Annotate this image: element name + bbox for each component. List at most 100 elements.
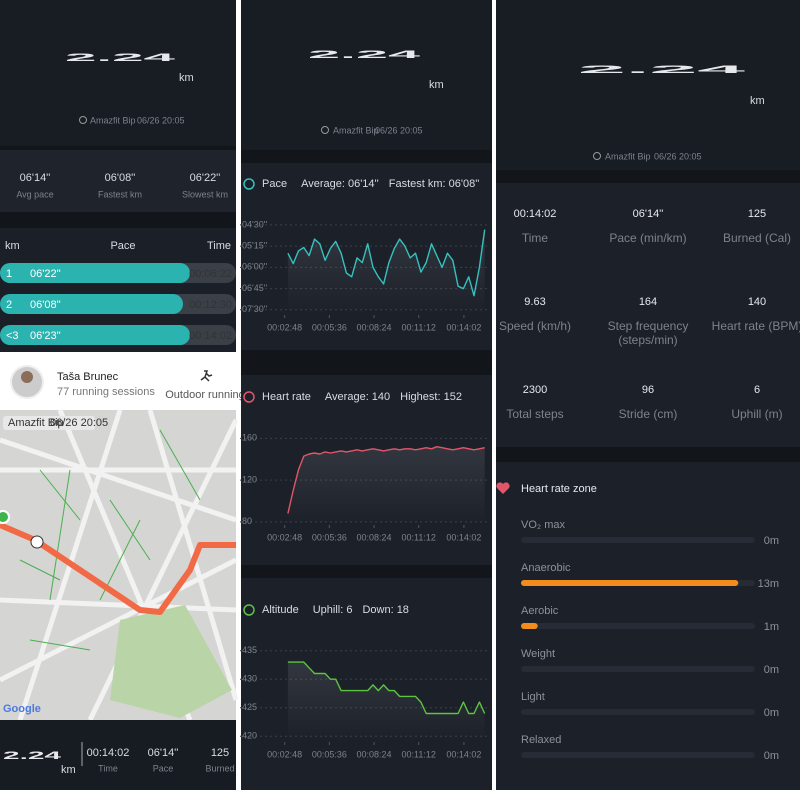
date: 06/26 20:05 (654, 151, 702, 161)
zone-name: Relaxed (521, 734, 561, 746)
chart-stat: Average: 06'14'' (301, 178, 379, 190)
split-cell: 00:14:02 (189, 330, 232, 342)
stat-label: Burned (Cal) (722, 231, 792, 245)
y-tick-label: 06'00'' (242, 262, 267, 272)
stat-label: Stride (cm) (618, 407, 678, 421)
header (0, 0, 236, 146)
data-line (287, 446, 485, 514)
stat-label: Step frequency (steps/min) (607, 319, 689, 347)
chart-stat: Fastest km: 06'08'' (389, 178, 480, 190)
chart-title: Heart rate (262, 391, 311, 403)
end-marker (30, 535, 44, 549)
zone-track (521, 666, 755, 672)
zone-value: 0m (764, 664, 779, 676)
heart-icon (496, 482, 510, 494)
split-cell: 2 (6, 299, 12, 311)
stat-value: 96 (642, 384, 654, 396)
map-credit: Google (3, 703, 41, 715)
split-cell: 00:12:30 (189, 299, 232, 311)
x-tick-label: 00:02:48 (267, 322, 302, 332)
x-tick-label: 00:05:36 (312, 322, 347, 332)
data-line (287, 661, 486, 715)
split-cell: 06'08'' (30, 299, 61, 311)
x-tick-label: 00:14:02 (446, 532, 481, 542)
split-cell: 06'22'' (30, 268, 61, 280)
mode: Outdoor running (165, 389, 245, 401)
column-header: Pace (110, 240, 135, 252)
stat-value: 00:14:02 (514, 208, 557, 220)
stat-value: 06'08'' (105, 172, 136, 184)
stat-label: Time (521, 231, 549, 245)
split-cell: 00:06:22 (189, 268, 232, 280)
y-tick-label: 05'15'' (242, 241, 267, 251)
pace-bar (0, 294, 183, 314)
x-tick-label: 00:11:12 (402, 749, 436, 759)
pace-bar (0, 263, 190, 283)
unit: km (750, 95, 765, 107)
zone-name: Light (521, 691, 545, 703)
device: Amazfit Bip (8, 417, 64, 429)
chart-icon (243, 604, 255, 616)
distance: 2.24 (3, 750, 63, 762)
avatar (21, 371, 33, 383)
date: 06/26 20:05 (375, 125, 423, 135)
date: 06/26 20:05 (50, 417, 108, 429)
stat-value: 06'22'' (190, 172, 221, 184)
device: Amazfit Bip (333, 125, 379, 135)
stat-label: Avg pace (16, 189, 53, 199)
paths (19, 429, 201, 651)
stat-label: Uphill (m) (731, 407, 783, 421)
header (241, 0, 492, 150)
footer (0, 720, 236, 790)
stat-label: Pace (min/km) (609, 231, 687, 245)
card (241, 578, 492, 790)
stat-label: Heart rate (BPM) (711, 319, 800, 333)
stat-label: Step frequency (steps/min) (607, 319, 689, 347)
x-tick-label: 00:11:12 (402, 532, 436, 542)
sessions: 77 running sessions (57, 386, 155, 398)
stat-label: Total steps (506, 407, 564, 421)
distance: 2.24 (578, 64, 752, 76)
map: Amazfit Bip 06/26 20:05 Google (0, 409, 239, 722)
runner-icon (200, 370, 213, 382)
card (496, 183, 800, 447)
stat-label: Slowest km (182, 189, 228, 199)
chart-icon (243, 178, 255, 190)
stat-value: 00:14:02 (87, 747, 130, 759)
y-tick-label: 80 (242, 516, 252, 526)
zone-value: 0m (764, 707, 779, 719)
stat-label: Burned (Cal) (722, 231, 792, 245)
stat-value: 06'14'' (633, 208, 664, 220)
stat-value: 9.63 (524, 296, 545, 308)
x-tick-label: 00:11:12 (402, 322, 436, 332)
stat-label: Total steps (506, 407, 564, 421)
unit: km (429, 79, 444, 91)
zone-track (521, 709, 755, 715)
x-tick-label: 00:08:24 (357, 749, 392, 759)
stat-label: Pace (153, 763, 174, 773)
zone-track (521, 623, 755, 629)
stat-label: Uphill (m) (731, 407, 783, 421)
unit: km (179, 72, 194, 84)
x-tick-label: 00:14:02 (446, 749, 481, 759)
zone-bar (521, 623, 538, 629)
x-tick-label: 00:02:48 (267, 532, 302, 542)
column-header: Time (207, 240, 231, 252)
stat-value: 125 (211, 747, 229, 759)
park (110, 605, 232, 718)
stat-value: 125 (748, 208, 766, 220)
stat-label: Heart rate (BPM) (711, 319, 800, 333)
column-header: km (5, 240, 20, 252)
stats-strip (0, 150, 236, 212)
stat-value: 06'14'' (148, 747, 179, 759)
y-tick-label: 04'30'' (242, 219, 267, 229)
zone-track (521, 537, 755, 543)
zone-name: Weight (521, 648, 555, 660)
stat-label: Time (521, 231, 549, 245)
stat-label: Pace (min/km) (609, 231, 687, 245)
chart-stat: Average: 140 (325, 391, 390, 403)
stat-label: Fastest km (98, 189, 142, 199)
unit: km (61, 764, 76, 776)
